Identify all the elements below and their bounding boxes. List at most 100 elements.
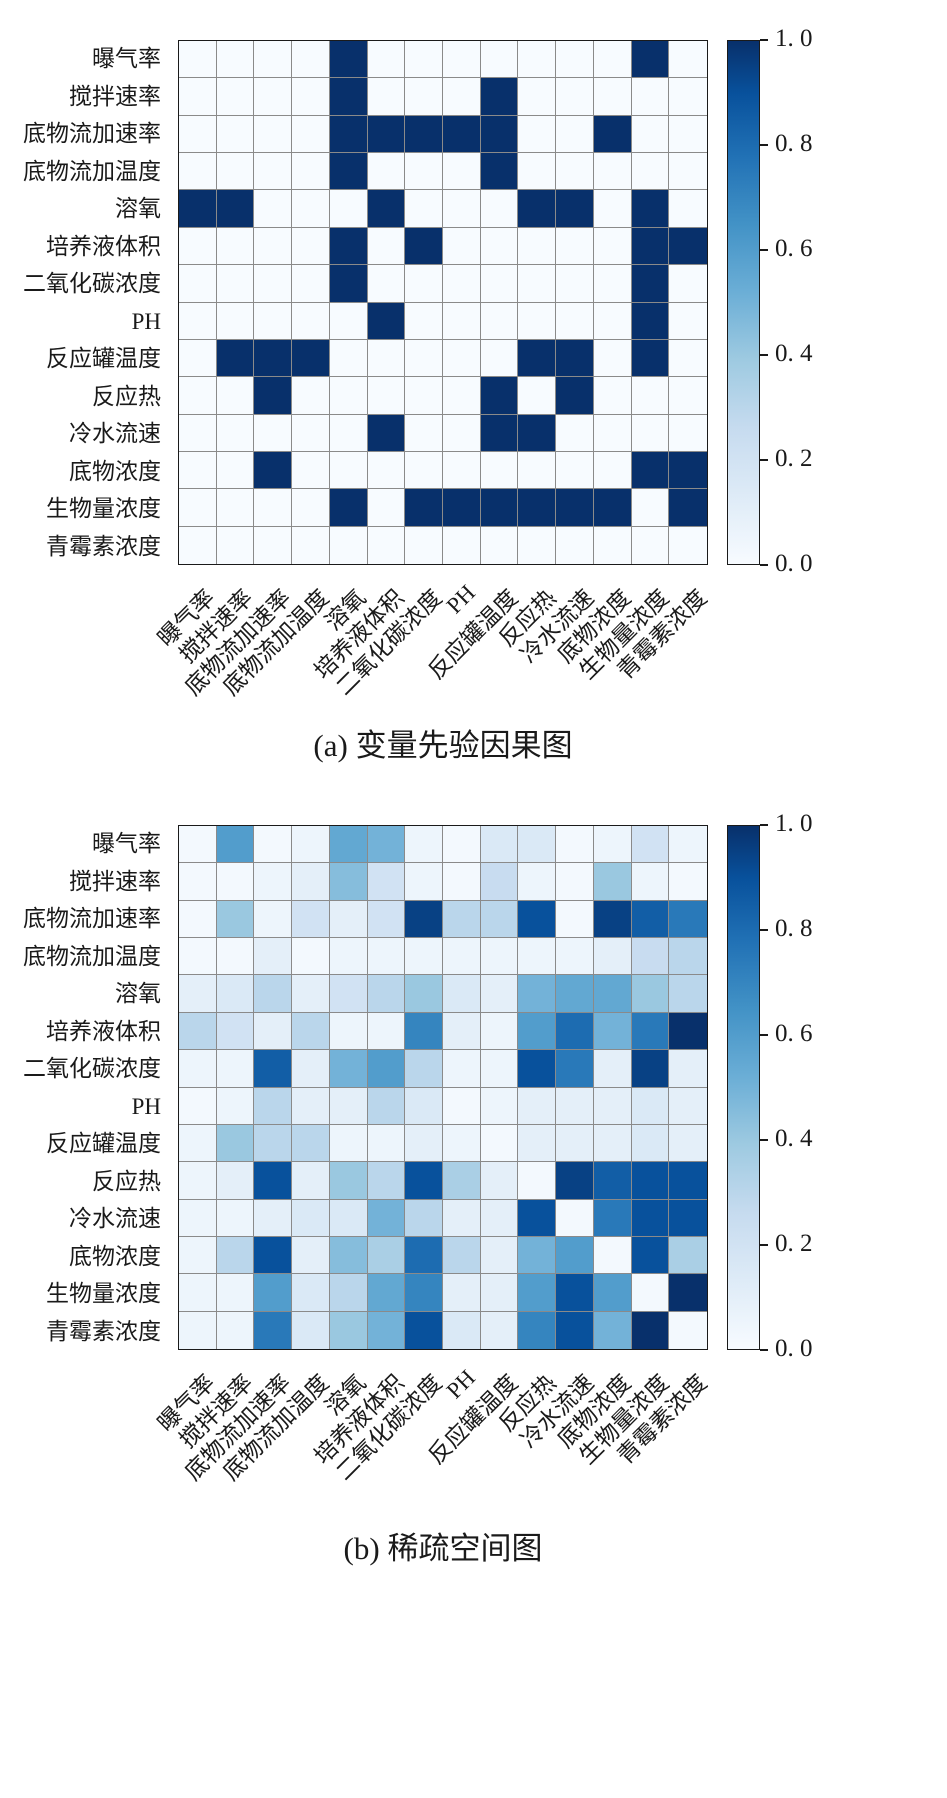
- heatmap-cell: [254, 526, 293, 564]
- heatmap-panel-a: 曝气率 搅拌速率 底物流加速率 底物流加温度 溶氧 培养液体积 二氧化碳浓度 PH 反应罐温度反…: [0, 25, 947, 825]
- heatmap-cell: [329, 900, 368, 939]
- heatmap-cell: [329, 227, 368, 266]
- heatmap-cell: [367, 1012, 406, 1051]
- heatmap-cell: [443, 1274, 481, 1312]
- heatmap-cell: [593, 451, 632, 490]
- heatmap-cell: [367, 863, 406, 901]
- colorbar-tick: [760, 1139, 768, 1141]
- heatmap-cell: [669, 377, 707, 415]
- heatmap-cell: [518, 1199, 557, 1237]
- heatmap-cell: [593, 190, 632, 228]
- heatmap-cell: [405, 526, 443, 564]
- heatmap-cell: [443, 1311, 481, 1349]
- heatmap-cell: [480, 1311, 519, 1349]
- heatmap-cell: [443, 826, 481, 864]
- heatmap-cell: [631, 1236, 670, 1275]
- heatmap-cell: [480, 115, 519, 154]
- heatmap-cell: [669, 826, 707, 864]
- heatmap-cell: [405, 1199, 443, 1237]
- heatmap-cell: [669, 1124, 707, 1163]
- heatmap-cell: [292, 190, 330, 228]
- heatmap-cell: [631, 190, 670, 228]
- heatmap-cell: [556, 265, 594, 303]
- heatmap-cell: [593, 1012, 632, 1051]
- heatmap-cell: [556, 339, 594, 378]
- heatmap-cell: [480, 975, 519, 1013]
- heatmap-cell: [329, 414, 368, 452]
- colorbar-tick-label: 0. 6: [775, 235, 813, 262]
- heatmap-cell: [631, 1162, 670, 1200]
- heatmap-cell: [367, 78, 406, 116]
- heatmap-cell: [443, 451, 481, 490]
- heatmap-cell: [179, 265, 217, 303]
- colorbar-tick-label: 1. 0: [775, 25, 813, 52]
- colorbar: [727, 825, 760, 1350]
- heatmap-cell: [593, 900, 632, 939]
- heatmap-cell: [179, 190, 217, 228]
- heatmap-cell: [556, 1087, 594, 1125]
- heatmap-cell: [480, 1199, 519, 1237]
- heatmap-cell: [631, 265, 670, 303]
- heatmap-cell: [518, 153, 557, 191]
- heatmap-cell: [329, 41, 368, 79]
- y-axis-label: 冷水流速: [69, 1206, 161, 1231]
- heatmap-cell: [631, 302, 670, 340]
- heatmap-cell: [631, 489, 670, 527]
- heatmap-cell: [405, 451, 443, 490]
- heatmap-cell: [593, 339, 632, 378]
- heatmap-cell: [329, 451, 368, 490]
- heatmap-cell: [329, 377, 368, 415]
- heatmap-cell: [254, 377, 293, 415]
- heatmap-cell: [179, 302, 217, 340]
- heatmap-cell: [405, 339, 443, 378]
- y-axis-label: 培养液体积: [46, 1018, 161, 1044]
- heatmap-grid: [179, 41, 707, 564]
- heatmap-cell: [292, 938, 330, 976]
- heatmap-cell: [179, 1199, 217, 1237]
- heatmap-cell: [669, 863, 707, 901]
- heatmap-cell: [669, 41, 707, 79]
- heatmap-cell: [329, 1311, 368, 1349]
- y-axis-label: 反应热: [92, 1168, 161, 1194]
- heatmap-cell: [593, 526, 632, 564]
- heatmap-cell: [329, 1124, 368, 1163]
- heatmap-cell: [216, 1199, 255, 1237]
- heatmap-cell: [216, 863, 255, 901]
- heatmap-cell: [367, 339, 406, 378]
- heatmap-cell: [254, 1199, 293, 1237]
- heatmap-cell: [292, 975, 330, 1013]
- heatmap-cell: [631, 938, 670, 976]
- heatmap-cell: [443, 489, 481, 527]
- heatmap-cell: [179, 414, 217, 452]
- heatmap-cell: [216, 1236, 255, 1275]
- heatmap-cell: [480, 1050, 519, 1088]
- heatmap-cell: [254, 115, 293, 154]
- heatmap-cell: [669, 1087, 707, 1125]
- heatmap-cell: [669, 526, 707, 564]
- colorbar-tick-label: 0. 8: [775, 130, 813, 157]
- heatmap-cell: [593, 1087, 632, 1125]
- heatmap-cell: [329, 938, 368, 976]
- heatmap-cell: [556, 900, 594, 939]
- heatmap-cell: [216, 1124, 255, 1163]
- y-axis-label: 底物浓度: [69, 1243, 161, 1269]
- heatmap-cell: [179, 41, 217, 79]
- x-axis-labels: 曝气率 搅拌速率 底物流加速率 底物流加温度 溶氧 培养液体积 二氧化碳浓度 PH 反应罐温度反…: [153, 1355, 712, 1535]
- heatmap-cell: [329, 863, 368, 901]
- heatmap-cell: [329, 526, 368, 564]
- heatmap-cell: [216, 1012, 255, 1051]
- heatmap-cell: [292, 115, 330, 154]
- heatmap-cell: [292, 1162, 330, 1200]
- heatmap-cell: [179, 227, 217, 266]
- heatmap-cell: [669, 1236, 707, 1275]
- heatmap-cell: [631, 826, 670, 864]
- colorbar-tick-labels: 1. 0 0. 8 0. 6 0. 4 0. 2 0. 0: [760, 25, 860, 577]
- heatmap-cell: [254, 78, 293, 116]
- heatmap-cell: [518, 1087, 557, 1125]
- heatmap-cell: [254, 1012, 293, 1051]
- heatmap-cell: [179, 526, 217, 564]
- heatmap-cell: [367, 265, 406, 303]
- colorbar-gradient: [728, 826, 759, 1349]
- heatmap-cell: [254, 900, 293, 939]
- y-axis-label: 底物浓度: [69, 458, 161, 484]
